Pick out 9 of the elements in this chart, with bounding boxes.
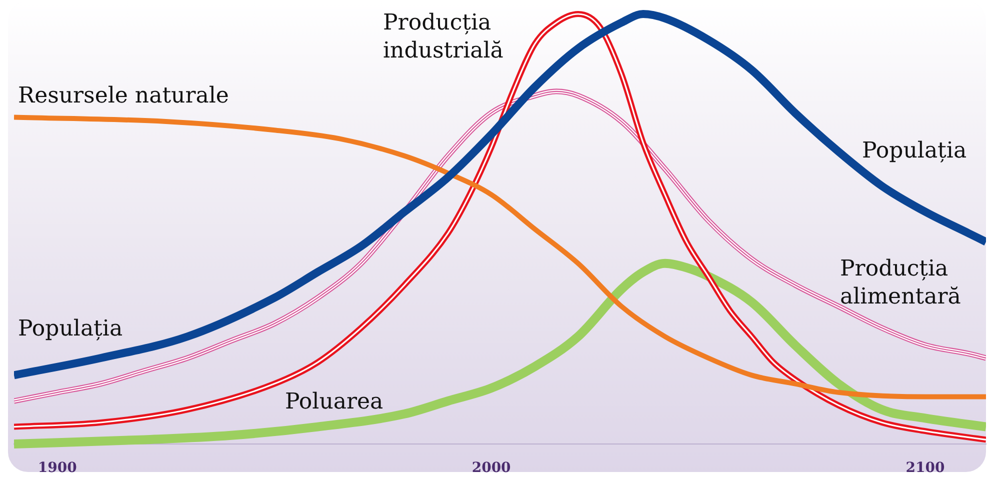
x-tick-label: 2000: [472, 460, 512, 476]
x-tick-label: 2100: [906, 460, 945, 476]
series-label: Producția alimentară: [840, 256, 961, 310]
series-label: Populația: [862, 138, 967, 164]
series-label: Resursele naturale: [18, 84, 229, 109]
x-tick-label: 1900: [38, 460, 78, 476]
text: Populația: [18, 316, 123, 342]
series-label: Producția industrială: [383, 10, 504, 64]
series-label: Poluarea: [285, 390, 384, 415]
